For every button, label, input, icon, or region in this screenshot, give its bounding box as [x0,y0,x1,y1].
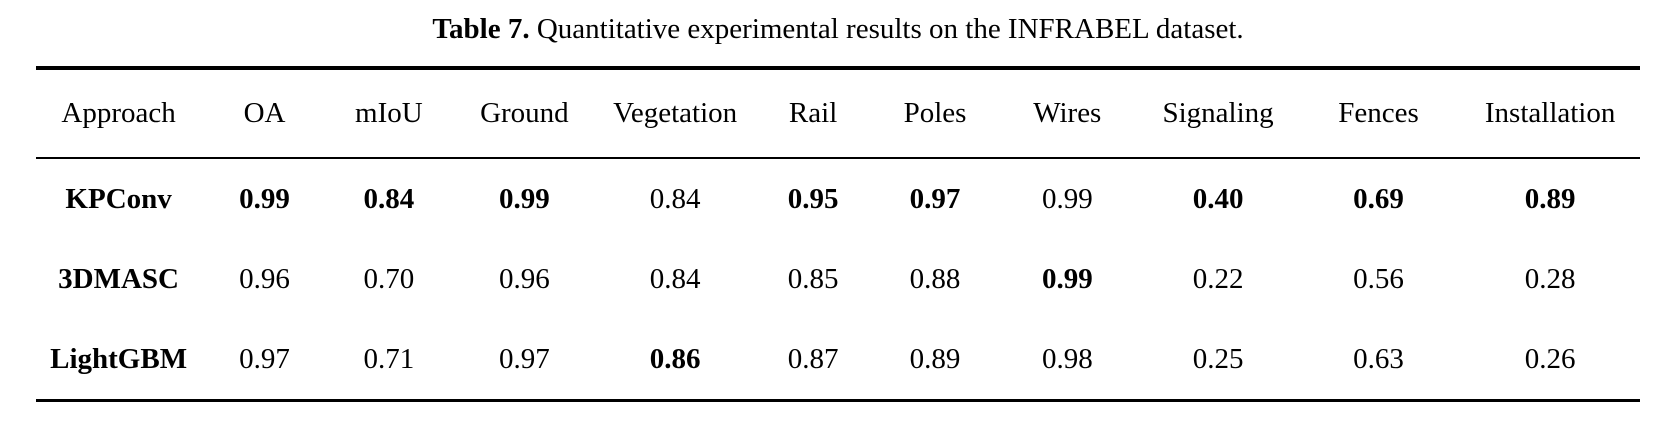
column-header-rail: Rail [788,97,838,129]
value-cell: 0.56 [1353,262,1404,295]
caption-text: Quantitative experimental results on the… [536,13,1244,45]
column-header-ground: Ground [480,97,569,129]
value-cell: 0.71 [363,342,415,375]
value-cell: 0.63 [1353,342,1404,375]
approach-cell: LightGBM [50,342,188,375]
column-header-signaling: Signaling [1162,97,1274,129]
value-cell: 0.97 [499,342,550,375]
approach-cell: KPConv [65,182,172,215]
value-cell: 0.26 [1524,342,1576,375]
header-row: Approach OA mIoU Ground Vegetation Rail … [36,68,1640,158]
value-cell: 0.85 [787,262,839,295]
value-cell: 0.28 [1524,262,1576,295]
column-header-wires: Wires [1033,97,1102,129]
value-cell: 0.40 [1192,182,1244,215]
value-cell: 0.96 [499,262,550,295]
value-cell: 0.99 [499,182,550,215]
value-cell: 0.99 [1041,262,1093,295]
value-cell: 0.84 [649,262,701,295]
value-cell: 0.70 [363,262,415,295]
value-cell: 0.84 [363,182,415,215]
value-cell: 0.88 [909,262,961,295]
column-header-installation: Installation [1484,97,1616,129]
caption-label: Table 7. [432,13,530,45]
value-cell: 0.86 [649,342,701,375]
value-cell: 0.89 [909,342,961,375]
column-header-fences: Fences [1338,97,1419,129]
table-row-kpconv: KPConv 0.99 0.84 0.99 0.84 0.95 0.97 0.9… [36,158,1640,239]
value-cell: 0.99 [1041,182,1093,215]
value-cell: 0.22 [1192,262,1244,295]
value-cell: 0.87 [787,342,839,375]
column-header-poles: Poles [903,97,967,129]
value-cell: 0.95 [787,182,839,215]
column-header-oa: OA [243,97,286,129]
value-cell: 0.99 [239,182,290,215]
value-cell: 0.69 [1353,182,1404,215]
approach-cell: 3DMASC [58,262,180,295]
value-cell: 0.97 [239,342,290,375]
column-header-vegetation: Vegetation [613,97,738,129]
table-caption: Table 7. Quantitative experimental resul… [36,8,1640,50]
results-table: Approach OA mIoU Ground Vegetation Rail … [36,66,1640,402]
value-cell: 0.97 [909,182,961,215]
column-header-miou: mIoU [355,97,423,129]
value-cell: 0.89 [1524,182,1576,215]
value-cell: 0.96 [239,262,290,295]
table-row-lightgbm: LightGBM 0.97 0.71 0.97 0.86 0.87 0.89 0… [36,319,1640,401]
table-row-3dmasc: 3DMASC 0.96 0.70 0.96 0.84 0.85 0.88 0.9… [36,239,1640,319]
column-header-approach: Approach [61,97,176,129]
value-cell: 0.25 [1192,342,1244,375]
value-cell: 0.98 [1041,342,1093,375]
value-cell: 0.84 [649,182,701,215]
